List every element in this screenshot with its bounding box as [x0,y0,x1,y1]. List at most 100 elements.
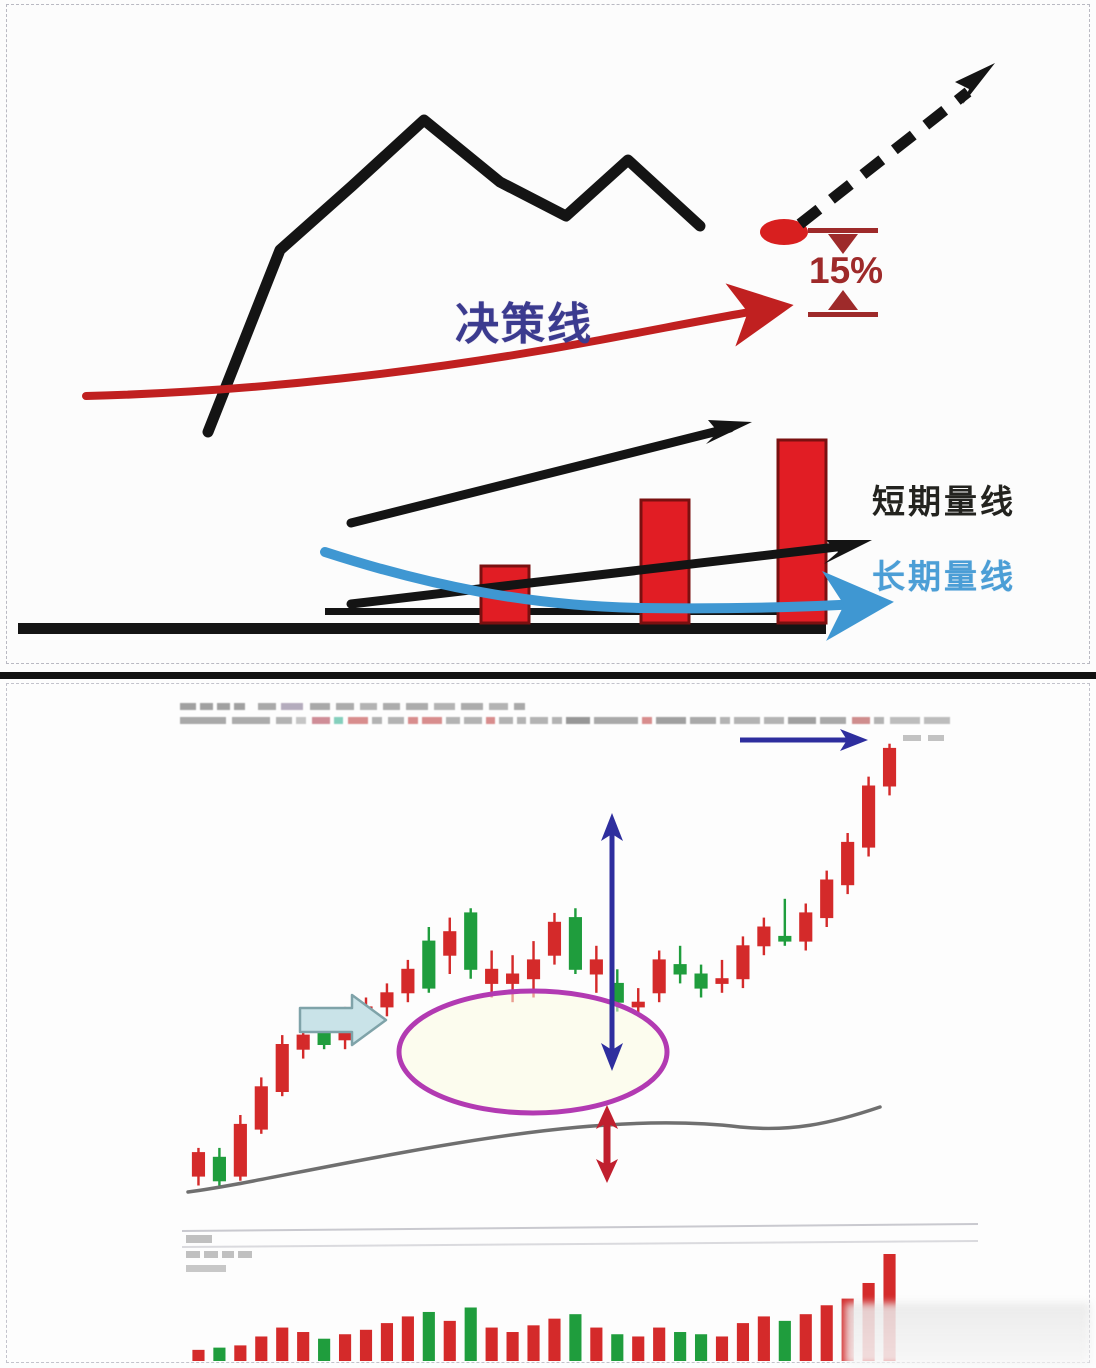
label-long-volume-line: 长期量线 [872,560,1016,596]
volume-bar [192,1349,205,1361]
axis-labels-blur [186,1235,252,1272]
candle-body [631,1001,645,1008]
pointer-arrow-icon [298,993,388,1047]
candle-body [799,912,813,942]
volume-bar [632,1336,645,1361]
candlestick-drawing [180,703,979,1361]
volume-bar [590,1327,603,1361]
pane-separator-2 [181,1240,979,1248]
candle-body [589,959,603,975]
breakout-dashed-arrow [796,87,972,229]
candle-body [757,926,771,947]
pivot-dot-marker [760,219,808,245]
candle-body [841,841,855,886]
candle-body [673,964,687,975]
volume-bar [380,1323,394,1361]
volume-bar [527,1325,540,1361]
candle-body [820,879,834,919]
price-zigzag-line [202,114,706,438]
volume-bar [674,1332,687,1361]
candle-body [443,931,457,956]
candle-body [191,1152,206,1177]
upper-trend-arrowhead-icon [706,420,752,444]
volume-bar [778,1320,791,1361]
volume-bar [820,1305,833,1361]
candle-body [862,785,876,848]
candle-body [275,1044,289,1092]
candle-body [526,959,541,980]
candle-body [464,912,478,970]
candle-body [778,935,792,942]
candle-body [422,940,436,989]
label-decision-line: 决策线 [455,300,593,349]
consolidation-ellipse [396,988,670,1116]
volume-bar [401,1316,414,1361]
volume-bar [338,1334,352,1361]
breakout-arrowhead-icon [955,63,995,104]
candle-body [485,968,499,984]
volume-bar [359,1329,373,1361]
volume-bar [569,1314,582,1361]
quote-labels-blur [903,735,944,741]
candle-body [715,978,729,984]
label-short-volume-line: 短期量线 [872,485,1016,521]
short-volume-arrowhead-icon [824,540,872,564]
volume-bar [776,438,828,625]
schematic-drawing [18,63,995,641]
volume-bar [841,1298,854,1361]
panel-divider [0,672,1096,679]
volume-bar [757,1316,770,1361]
candle-body [233,1123,247,1177]
short-volume-arrow [346,541,850,609]
header-text-blur [180,703,950,724]
candle-body [296,1034,310,1050]
candle-body [736,945,750,980]
candle-body [652,959,666,994]
candle-body [254,1086,268,1130]
volume-bar [653,1327,666,1361]
volume-bar [318,1338,331,1361]
chart-baseline [18,623,826,634]
volume-bar [234,1345,247,1361]
candle-body [401,968,415,994]
schematic-panel: 决策线 15% 短期量线 长期量线 [0,0,1096,678]
volume-bar [422,1311,435,1361]
volume-bar [862,1282,875,1361]
candle-body [380,992,394,1008]
volume-baseline [325,608,825,615]
label-drop-percent: 15% [809,250,884,291]
candle-body [882,747,897,787]
decision-line-curve [82,283,794,400]
pane-separator [181,1223,979,1232]
volume-bar [213,1347,226,1361]
volume-bar [443,1320,456,1361]
volume-bar [276,1327,289,1361]
gain-arrow-down-head-icon [601,1043,623,1071]
long-volume-curve [320,547,894,641]
volume-bar [485,1327,498,1361]
candle-body [568,917,582,970]
volume-bar [506,1332,519,1361]
gain-arrow-up-head-icon [601,813,623,841]
volume-bar [297,1332,310,1361]
volume-bar [799,1314,812,1361]
volume-bar [736,1323,750,1361]
candlestick-panel: 龙抬头 43% 15% [0,679,1096,1368]
target-arrow-head-icon [840,729,868,751]
range-arrow-down-head-icon [596,1159,618,1183]
volume-bar [611,1334,624,1361]
range-arrow-up-head-icon [596,1105,618,1129]
volume-bar [548,1318,561,1361]
candle-body [547,921,562,956]
range-bracket-15pct [808,228,878,317]
candle-body [506,973,520,984]
volume-series [192,1254,896,1361]
volume-bar [883,1254,896,1361]
candle-body [212,1156,226,1182]
upper-trend-arrow [346,423,735,528]
volume-bar [255,1336,268,1361]
volume-bar [715,1336,729,1361]
candle-body [694,973,708,989]
moving-average-line [186,1105,882,1194]
